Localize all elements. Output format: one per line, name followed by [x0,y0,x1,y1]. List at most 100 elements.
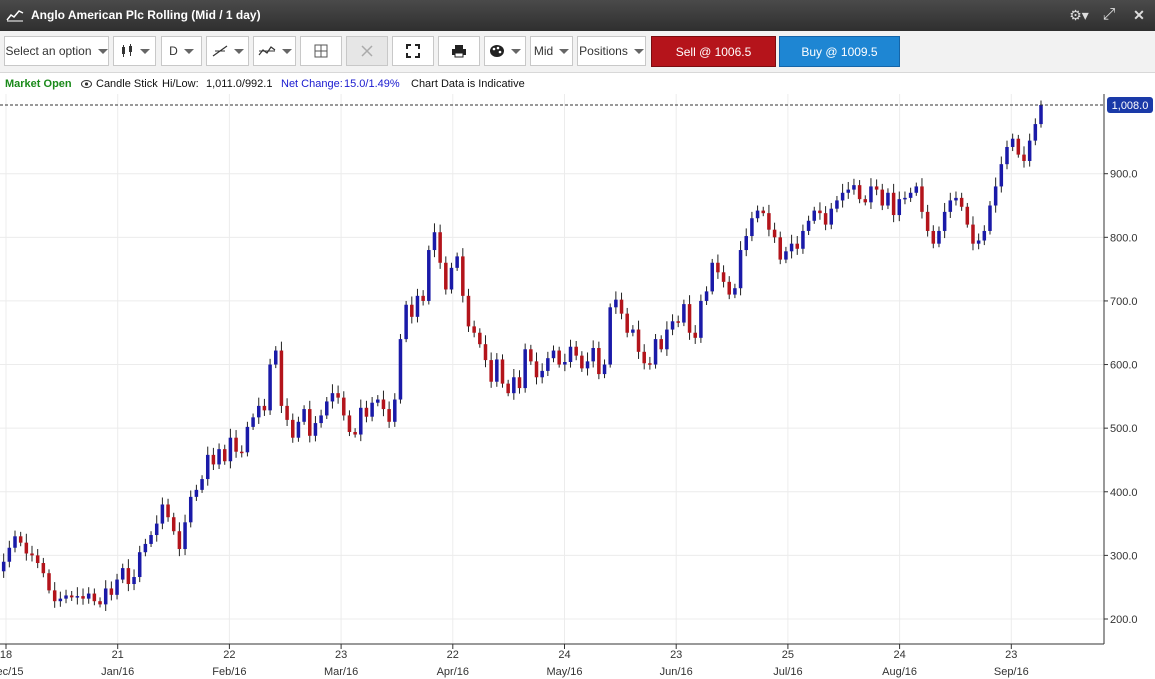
candle-body [625,313,629,333]
candle-body [659,339,663,350]
candle-body [721,272,726,282]
candle-body [98,601,102,605]
interval-dropdown[interactable]: D [161,36,202,66]
candle-body [523,349,527,389]
print-button[interactable] [438,36,480,66]
candle-body [568,346,573,362]
y-tick-label: 700.0 [1110,296,1138,308]
buy-button[interactable]: Buy @ 1009.5 [779,36,900,67]
sell-button[interactable]: Sell @ 1006.5 [651,36,776,67]
positions-dropdown[interactable]: Positions [577,36,646,66]
chevron-down-icon [633,48,644,54]
close-icon[interactable]: ✕ [1133,7,1145,23]
candle-body [359,407,363,435]
candle-body [546,358,550,371]
settings-icon[interactable]: ⚙▾ [1069,7,1089,23]
chevron-down-icon [183,48,194,54]
price-chart[interactable]: 200.0 300.0 400.0 500.0 600.0 700.0 800.0 900.0… [0,94,1155,679]
x-tick-month-label: Mar/16 [324,666,358,678]
candle-body [30,553,34,556]
candle-body [551,350,556,359]
candle-body [177,531,182,550]
candle-body [330,393,335,402]
candle-body [285,405,289,420]
candle-body [999,164,1004,187]
candle-body [336,393,340,398]
candle-body [942,211,947,231]
x-tick-month-label: Jun/16 [660,666,693,678]
current-price-label: 1,008.0 [1112,100,1149,112]
candle-body [160,504,165,524]
candle-body [13,536,17,548]
candle-body [903,197,907,200]
candle-body [948,200,953,212]
candle-body [211,454,216,465]
candle-body [727,281,731,295]
candle-body [313,423,318,436]
candle-body [35,555,40,564]
candle-body [608,307,612,365]
candle-body [205,454,210,480]
candle-body [353,431,357,435]
price-type-label: Mid [533,44,554,58]
candle-body [614,299,618,308]
sell-label: Sell @ 1006.5 [675,44,752,59]
candle-body [534,361,539,378]
candle-body [52,590,57,602]
candle-body [393,399,397,422]
candle-body [1,561,6,572]
candle-body [245,426,250,453]
candle-body [976,240,981,244]
chevron-down-icon [97,48,108,54]
candle-body [1022,154,1026,161]
candle-body [415,295,420,317]
candle-body [500,359,505,384]
candle-body [478,332,482,345]
candle-body [982,230,987,241]
candle-body [993,186,998,206]
fullscreen-icon [406,44,420,58]
x-tick-day-label: 23 [1005,649,1017,661]
candle-body [466,295,471,327]
eye-icon[interactable] [81,79,92,89]
candle-body [597,348,601,375]
candle-body [325,401,329,416]
candle-body [755,210,760,219]
indicators-dropdown[interactable] [253,36,296,66]
print-icon [452,45,466,58]
color-scheme-dropdown[interactable] [484,36,526,66]
candle-body [126,568,131,585]
candle-body [869,186,873,203]
select-option-dropdown[interactable]: Select an option [4,36,109,66]
y-tick-label: 200.0 [1110,614,1138,626]
x-tick-day-label: 21 [112,649,124,661]
candle-body [347,415,352,432]
candle-body [262,405,267,411]
candle-body [438,232,442,263]
candle-body [914,186,919,193]
clear-drawings-button[interactable] [346,36,388,66]
candle-body [767,213,771,230]
x-tick-month-label: Apr/16 [437,666,469,678]
chart-type-dropdown[interactable] [113,36,156,66]
crosshair-button[interactable] [300,36,342,66]
x-tick-day-label: 18 [0,649,12,661]
candle-body [591,348,595,362]
candle-body [427,250,431,301]
fullscreen-button[interactable] [392,36,434,66]
y-tick-label: 400.0 [1110,487,1138,499]
price-type-dropdown[interactable]: Mid [530,36,573,66]
candle-body [988,205,992,231]
candle-body [937,230,941,244]
candle-body [296,421,301,438]
drawing-tools-dropdown[interactable] [206,36,249,66]
y-tick-label: 800.0 [1110,232,1138,244]
candle-body [302,409,306,422]
candle-body [154,523,159,536]
candle-body [86,593,91,599]
candle-body [1016,138,1021,155]
x-tick-day-label: 22 [447,649,459,661]
candle-body [268,364,272,411]
candle-body [852,185,856,190]
expand-icon[interactable]: ⤢ [1102,6,1116,23]
